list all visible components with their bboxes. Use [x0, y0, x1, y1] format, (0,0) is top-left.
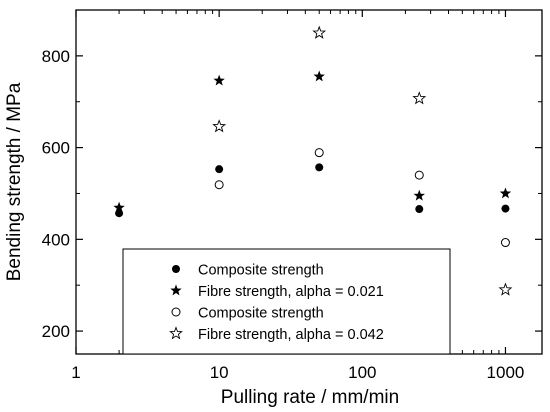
- data-point-series-2: [499, 187, 512, 199]
- legend-label-1: Composite strength: [198, 263, 324, 279]
- x-axis-title: Pulling rate / mm/min: [221, 387, 399, 408]
- legend-marker-3: [171, 307, 181, 317]
- legend-label-4: Fibre strength, alpha = 0.042: [198, 327, 384, 343]
- x-tick-label: 1000: [487, 363, 525, 382]
- data-point-series-2: [213, 74, 225, 86]
- legend-marker-1: [172, 265, 180, 273]
- data-point-series-1: [415, 205, 424, 214]
- y-tick-label: 400: [42, 230, 70, 249]
- data-point-series-1: [315, 163, 324, 172]
- data-points: [113, 25, 513, 296]
- data-point-series-1: [501, 204, 510, 213]
- data-point-series-4: [412, 91, 427, 105]
- data-point-series-4: [312, 25, 327, 39]
- data-point-series-3: [314, 148, 324, 158]
- data-point-series-3: [214, 180, 224, 190]
- data-point-series-2: [113, 201, 125, 213]
- data-point-series-3: [414, 170, 424, 180]
- data-point-series-2: [313, 70, 325, 82]
- data-point-series-3: [500, 238, 510, 248]
- y-axis-title: Bending strength / MPa: [4, 82, 25, 281]
- legend-marker-2: [170, 284, 182, 296]
- data-point-series-4: [498, 282, 513, 296]
- y-tick-label: 600: [42, 139, 70, 158]
- y-tick-label: 800: [42, 47, 70, 66]
- legend: Composite strength Fibre strength, alpha …: [122, 248, 451, 355]
- data-point-series-2: [413, 189, 425, 201]
- legend-marker-4: [169, 326, 183, 340]
- legend-label-2: Fibre strength, alpha = 0.021: [198, 284, 384, 300]
- x-tick-label: 100: [348, 363, 376, 382]
- axis-tick-labels: 1 10 100 1000 200 400 600 800: [42, 47, 525, 382]
- y-tick-label: 200: [42, 322, 70, 341]
- data-point-series-4: [212, 119, 227, 133]
- legend-label-3: Composite strength: [198, 306, 324, 322]
- data-point-series-1: [215, 165, 224, 174]
- x-tick-label: 10: [210, 363, 229, 382]
- x-tick-label: 1: [71, 363, 80, 382]
